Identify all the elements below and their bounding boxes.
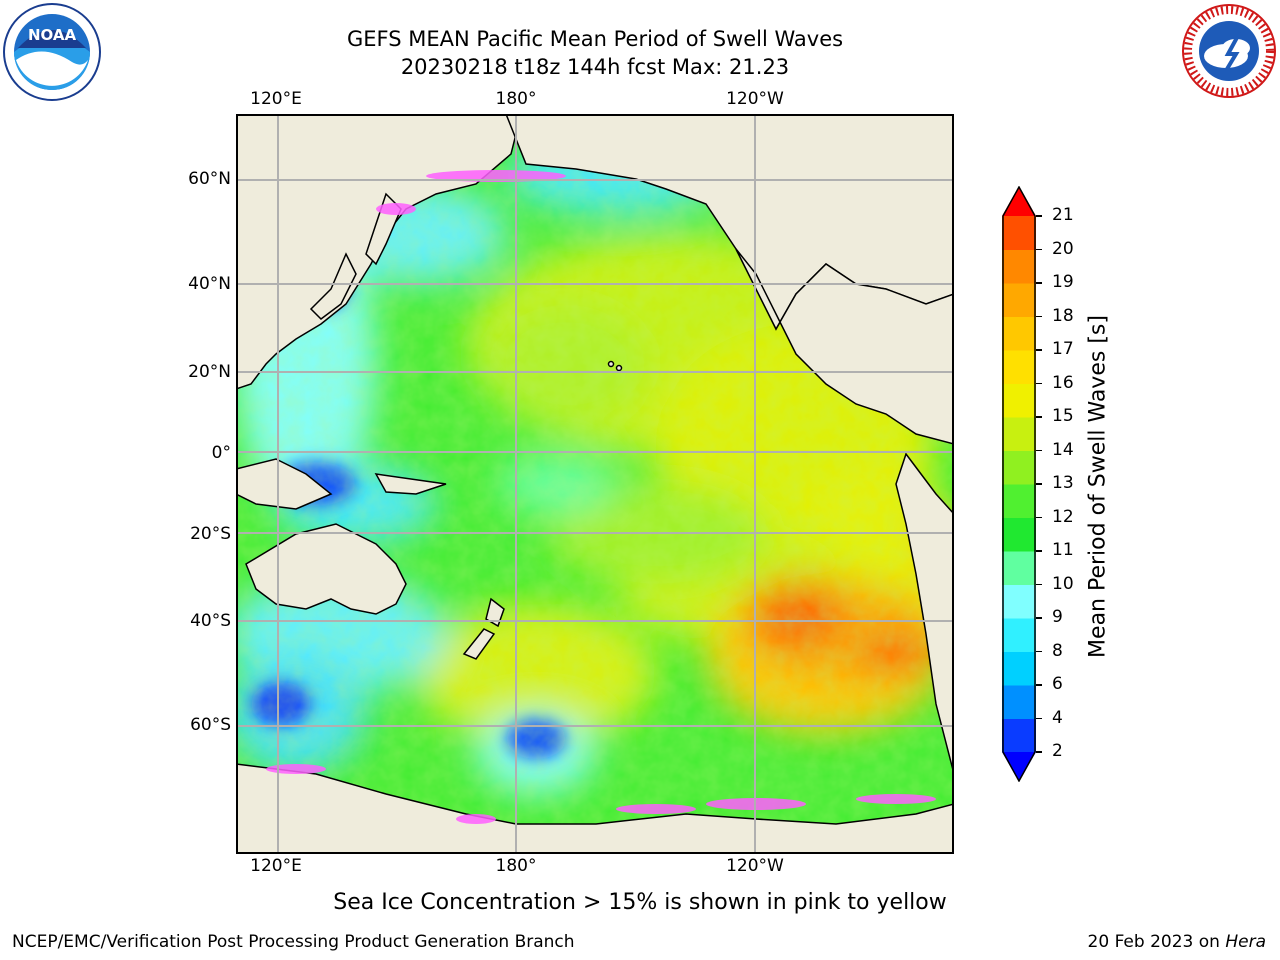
- colorbar-under-triangle: [1002, 752, 1036, 782]
- colorbar-outline: [1002, 185, 1036, 783]
- colorbar-tick-mark: [1036, 751, 1042, 753]
- lat-label: 60°N: [188, 169, 231, 189]
- colorbar-tick-label: 11: [1052, 540, 1074, 560]
- chart-title-line2: 20230218 t18z 144h fcst Max: 21.23: [400, 55, 790, 79]
- noaa-logo-text: NOAA: [28, 26, 77, 44]
- colorbar-tick-mark: [1036, 449, 1042, 452]
- colorbar-tick-label: 15: [1052, 406, 1074, 426]
- colorbar-segment: [1002, 350, 1036, 384]
- colorbar-tick-mark: [1036, 315, 1042, 318]
- map-panel: [226, 113, 968, 855]
- lat-label: 40°S: [190, 611, 231, 631]
- top-lon-label: 180°: [495, 89, 537, 109]
- colorbar-tick-mark: [1036, 215, 1042, 217]
- land-masses: [235, 113, 955, 855]
- colorbar-tick-label: 2: [1052, 741, 1063, 761]
- colorbar-segment: [1002, 517, 1036, 552]
- colorbar-segment: [1002, 618, 1036, 652]
- colorbar-tick-label: 20: [1052, 238, 1074, 259]
- footer-credit: NCEP/EMC/Verification Post Processing Pr…: [12, 932, 575, 952]
- colorbar-tick-mark: [1036, 483, 1042, 485]
- colorbar-segment: [1002, 584, 1036, 619]
- colorbar-segment: [1002, 551, 1036, 585]
- lat-label: 40°N: [188, 274, 231, 294]
- colorbar-tick-mark: [1036, 516, 1042, 519]
- colorbar-tick-mark: [1036, 416, 1042, 418]
- colorbar-tick-mark: [1036, 717, 1042, 720]
- colorbar-tick-label: 13: [1052, 473, 1074, 493]
- colorbar-tick-label: 8: [1052, 640, 1063, 661]
- colorbar-tick-mark: [1036, 650, 1042, 653]
- bottom-lon-label: 120°E: [250, 856, 302, 876]
- footer-host: Hera: [1225, 932, 1266, 952]
- chart-title-line1: GEFS MEAN Pacific Mean Period of Swell W…: [346, 27, 844, 51]
- colorbar-label: Mean Period of Swell Waves [s]: [1085, 315, 1111, 658]
- colorbar-tick-mark: [1036, 248, 1042, 251]
- colorbar-tick-mark: [1036, 684, 1042, 686]
- sea-ice-note: Sea Ice Concentration > 15% is shown in …: [333, 890, 947, 915]
- colorbar-tick-mark: [1036, 282, 1042, 284]
- colorbar-tick-label: 16: [1052, 372, 1074, 393]
- colorbar-tick-mark: [1036, 583, 1042, 586]
- top-lon-label: 120°W: [726, 89, 784, 109]
- colorbar-ticks: 2 4 6 8 9 10 11 12 13 14 15 16 17 18 19 20 21: [1036, 186, 1096, 782]
- colorbar-segment: [1002, 450, 1036, 485]
- colorbar-tick-label: 19: [1052, 272, 1074, 292]
- colorbar-segment: [1002, 484, 1036, 518]
- colorbar-segment: [1002, 685, 1036, 719]
- colorbar-segment: [1002, 216, 1036, 250]
- colorbar-segment: [1002, 417, 1036, 451]
- gridlines: [236, 114, 954, 854]
- footer-date-text: 20 Feb 2023 on: [1087, 932, 1226, 952]
- colorbar-segment: [1002, 383, 1036, 418]
- colorbar-over-triangle: [1002, 186, 1036, 216]
- wave-period-map: [226, 113, 968, 855]
- colorbar-tick-mark: [1036, 382, 1042, 385]
- colorbar-tick-label: 17: [1052, 339, 1074, 359]
- colorbar-segment: [1002, 249, 1036, 284]
- lat-label: 60°S: [190, 715, 231, 735]
- nws-logo: [1180, 2, 1278, 100]
- colorbar-segment: [1002, 718, 1036, 753]
- colorbar-tick-label: 10: [1052, 573, 1074, 594]
- colorbar-tick-label: 12: [1052, 506, 1074, 527]
- colorbar-tick-mark: [1036, 550, 1042, 552]
- colorbar-tick-label: 21: [1052, 205, 1074, 225]
- colorbar: [1002, 185, 1036, 783]
- colorbar-tick-label: 4: [1052, 707, 1063, 728]
- bottom-lon-label: 180°: [495, 856, 537, 876]
- bottom-lon-label: 120°W: [726, 856, 784, 876]
- colorbar-tick-label: 14: [1052, 439, 1074, 460]
- colorbar-tick-mark: [1036, 617, 1042, 619]
- lat-label: 20°N: [188, 362, 231, 382]
- lat-label: 0°: [211, 443, 231, 463]
- colorbar-tick-label: 9: [1052, 607, 1063, 627]
- noaa-logo: NOAA: [2, 2, 102, 102]
- colorbar-tick-mark: [1036, 349, 1042, 351]
- colorbar-tick-label: 18: [1052, 305, 1074, 326]
- top-lon-label: 120°E: [250, 89, 302, 109]
- colorbar-tick-label: 6: [1052, 674, 1063, 694]
- lat-label: 20°S: [190, 524, 231, 544]
- colorbar-segment: [1002, 283, 1036, 317]
- colorbar-segment: [1002, 651, 1036, 686]
- colorbar-segment: [1002, 316, 1036, 351]
- footer-date: 20 Feb 2023 on Hera: [1088, 932, 1266, 952]
